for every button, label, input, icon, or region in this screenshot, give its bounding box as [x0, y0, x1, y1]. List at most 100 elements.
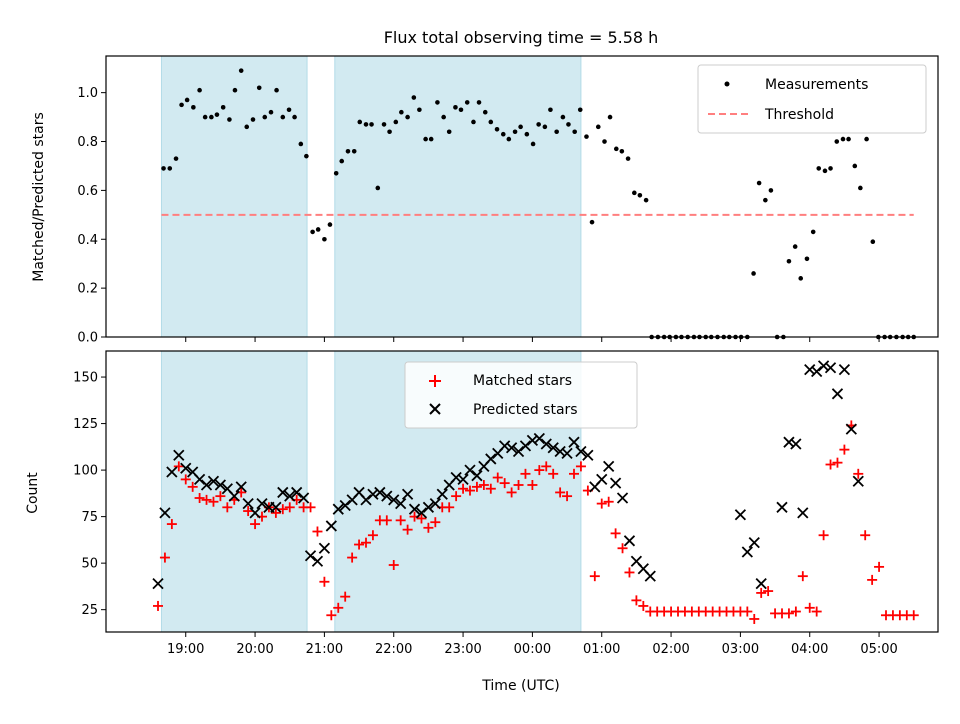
matched-star-point: [395, 515, 406, 526]
measurements-series: [161, 68, 917, 340]
matched-star-point: [319, 576, 330, 587]
matched-star-point: [520, 468, 531, 479]
matched-star-point: [153, 600, 163, 611]
measurement-point: [191, 105, 196, 110]
matched-star-point: [354, 539, 365, 550]
measurement-point: [250, 117, 256, 122]
matched-star-point: [215, 491, 226, 502]
predicted-star-point-b: [339, 499, 351, 512]
predicted-star-point-b: [429, 497, 441, 510]
legend-measurements-label: Measurements: [765, 77, 868, 93]
measurement-point: [577, 107, 583, 113]
measurement-point: [161, 166, 166, 171]
matched-star-point: [874, 561, 885, 572]
measurement-point: [333, 170, 339, 176]
predicted-star-point-b: [214, 479, 227, 491]
x-tick-label: 02:00: [652, 642, 689, 657]
predicted-star-point-b: [852, 475, 864, 487]
predicted-star-point: [173, 449, 185, 461]
bottom-y-tick-label: 125: [73, 417, 98, 432]
matched-star-point: [208, 496, 219, 507]
measurement-point: [560, 114, 566, 120]
matched-star-point: [471, 481, 482, 492]
matched-star-point: [534, 465, 545, 476]
measurement-point: [637, 192, 643, 198]
measurement-point: [310, 229, 315, 235]
predicted-star-point-b: [616, 492, 629, 504]
predicted-star-point-b: [256, 497, 268, 510]
matched-star-point: [333, 602, 344, 613]
measurement-point: [846, 136, 851, 142]
predicted-star-point-b: [547, 442, 559, 454]
predicted-star-point-b: [401, 488, 414, 500]
measurement-point: [488, 119, 494, 125]
chart-title: Flux total observing time = 5.58 h: [384, 28, 659, 47]
matched-star-point: [506, 487, 517, 498]
predicted-star-point: [533, 432, 545, 445]
predicted-star-point-b: [838, 363, 851, 376]
top-shaded-regions: [160, 55, 582, 338]
top-y-tick-label: 0.6: [77, 184, 98, 199]
matched-star-point: [569, 468, 579, 479]
predicted-star-point-b: [381, 490, 393, 502]
predicted-star-point-b: [166, 466, 178, 478]
top-axes: 0.0 0.2 0.4 0.6 0.8 1.0: [77, 55, 939, 346]
measurement-point: [428, 136, 434, 142]
matched-star-point: [270, 507, 281, 518]
matched-star-point: [222, 502, 233, 513]
predicted-star-point: [388, 494, 400, 506]
matched-star-point: [867, 574, 878, 585]
measurement-point: [220, 105, 226, 110]
legend-matched-label: Matched stars: [473, 373, 572, 389]
predicted-star-point-b: [304, 550, 317, 562]
predicted-star-point: [797, 507, 809, 519]
predicted-star-point: [575, 445, 587, 458]
bottom-y-tick-label: 25: [81, 603, 98, 618]
matched-star-point: [381, 515, 392, 526]
predicted-star-point-b: [533, 432, 545, 445]
predicted-star-point-b: [485, 453, 497, 465]
predicted-star-point: [374, 486, 386, 499]
measurement-point: [387, 129, 392, 135]
measurement-point: [524, 131, 530, 137]
matched-star-point: [908, 610, 919, 621]
measurement-point: [476, 100, 482, 105]
predicted-star-point-b: [748, 537, 760, 549]
top-y-tick-label: 0.0: [77, 331, 98, 346]
predicted-star-point: [499, 440, 511, 452]
legend-matched-marker: [429, 375, 441, 387]
matched-star-point: [860, 530, 871, 541]
predicted-star-point: [249, 507, 261, 519]
x-tick-label: 04:00: [791, 642, 828, 657]
x-tick-label: 22:00: [375, 642, 412, 657]
measurement-point: [417, 107, 422, 113]
top-y-tick-label: 0.8: [77, 135, 98, 150]
predicted-star-point: [159, 507, 171, 519]
measurement-point: [322, 236, 327, 242]
matched-star-point: [811, 606, 822, 617]
matched-star-point: [166, 519, 177, 530]
predicted-star-point: [256, 497, 268, 510]
predicted-star-point: [436, 488, 448, 500]
measurement-point: [768, 188, 774, 193]
x-tick-label: 00:00: [514, 642, 551, 657]
predicted-star-point: [741, 546, 753, 558]
measurement-point: [227, 117, 232, 122]
matched-star-point: [465, 485, 475, 496]
matched-star-point: [388, 560, 399, 571]
measurement-point: [572, 129, 577, 135]
measurement-point: [315, 227, 321, 232]
legend-measurements-marker: [724, 81, 730, 87]
predicted-star-point: [824, 362, 837, 374]
predicted-star-point: [228, 490, 240, 502]
measurement-point: [852, 163, 858, 169]
measurement-point: [506, 136, 512, 142]
measurement-point: [202, 114, 208, 120]
measurement-point: [179, 102, 184, 108]
matched-star-point: [173, 461, 184, 472]
measurement-point: [632, 190, 637, 196]
measurement-point: [512, 129, 518, 135]
matched-star-point: [839, 444, 850, 455]
matched-star-point: [277, 504, 288, 515]
